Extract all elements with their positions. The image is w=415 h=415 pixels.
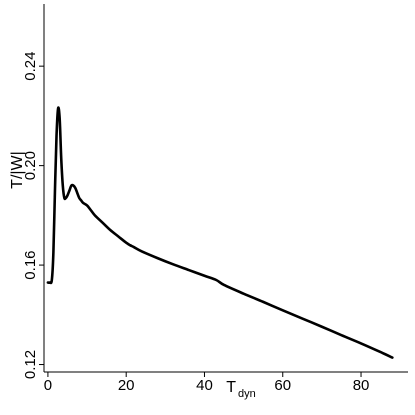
y-tick-label: 0.16 [22, 250, 39, 279]
x-tick-label: 0 [44, 377, 52, 394]
series-group [46, 106, 394, 359]
x-tick-label: 80 [353, 377, 370, 394]
tick-labels: 0 20 40 60 80 0.12 0.16 0.20 0.24 [22, 52, 369, 394]
tick-marks [39, 65, 362, 377]
y-tick-label: 0.12 [22, 350, 39, 379]
x-tick-label: 60 [274, 377, 291, 394]
axis-labels: T/|W| T dyn [9, 151, 256, 400]
x-axis-label-subscript: dyn [238, 388, 256, 400]
x-tick-label: 20 [118, 377, 135, 394]
axes [43, 4, 408, 373]
y-axis-label: T/|W| [9, 151, 26, 189]
series-line [46, 106, 394, 359]
y-tick-label: 0.20 [22, 151, 39, 180]
x-tick-label: 40 [196, 377, 213, 394]
y-tick-label: 0.24 [22, 52, 39, 81]
x-axis-label-main: T [226, 379, 236, 396]
x-axis-label: T [226, 379, 236, 396]
